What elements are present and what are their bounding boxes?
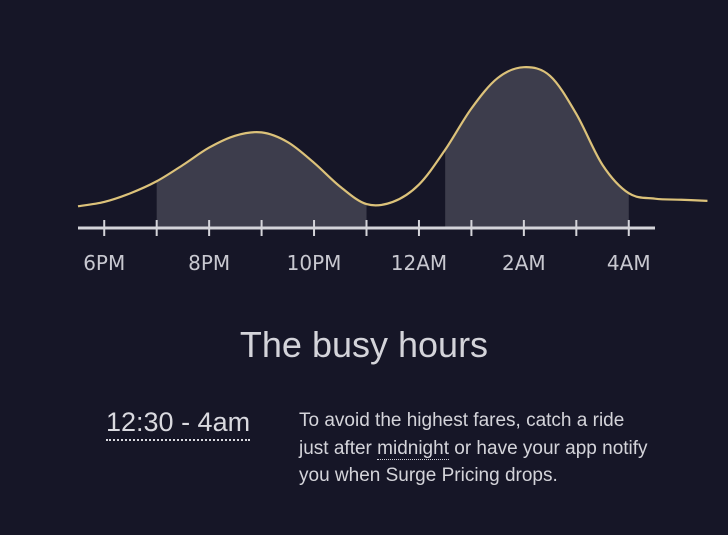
description-after: or have your app notify you when Surge P… — [299, 437, 648, 487]
midnight-abbr[interactable]: midnight — [377, 437, 449, 460]
busy-hours-chart: 6PM 8PM 10PM 12AM 2AM 4AM — [77, 66, 708, 275]
section-heading: The busy hours — [239, 324, 489, 365]
x-axis-tick-label: 10PM — [287, 251, 342, 275]
x-axis-tick-label: 6PM — [83, 251, 125, 275]
x-axis-tick-label: 8PM — [188, 251, 230, 275]
x-axis-tick-label: 4AM — [607, 251, 651, 275]
description-before: To avoid the highest fares, catch a ride… — [299, 410, 625, 459]
x-axis-tick-label: 12AM — [391, 251, 447, 275]
demand-curve-line — [77, 66, 708, 208]
busy-time-range[interactable]: 12:30 - 4am — [106, 406, 251, 441]
highlight-area — [156, 67, 629, 228]
description-text: To avoid the highest fares, catch a ride… — [299, 407, 659, 490]
x-axis-tick-label: 2AM — [502, 251, 546, 275]
